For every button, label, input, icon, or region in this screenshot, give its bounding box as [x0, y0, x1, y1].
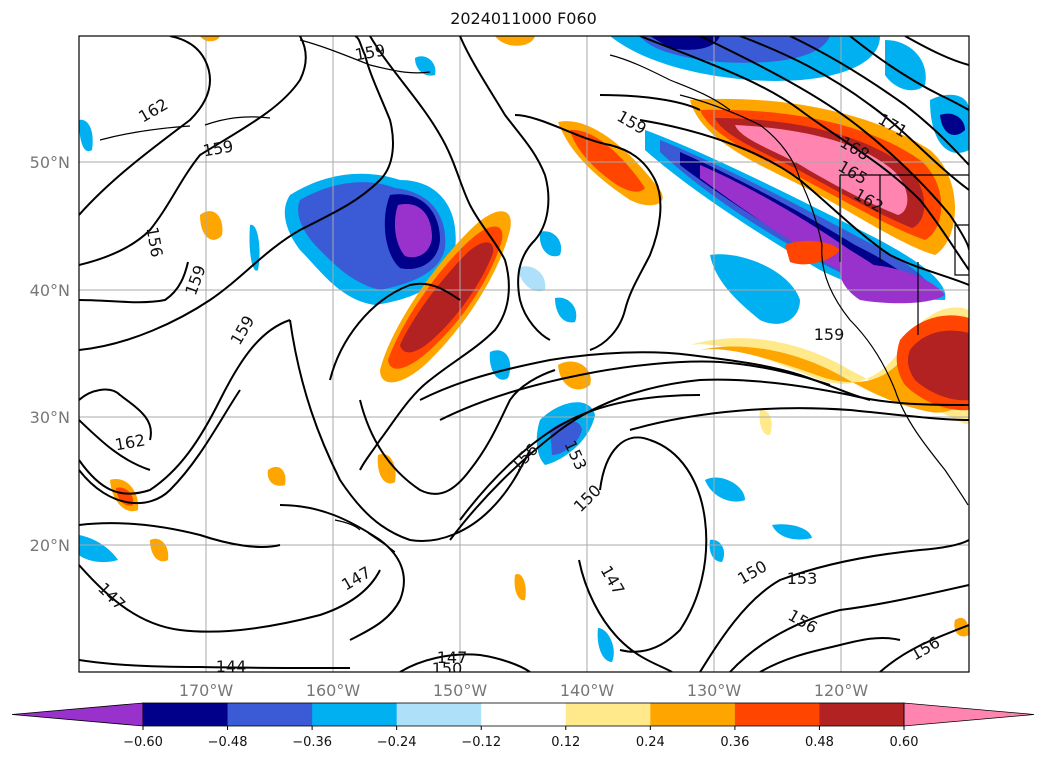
- colorbar-tick-label: −0.24: [377, 735, 417, 750]
- contour-label: 144: [216, 657, 247, 676]
- colorbar-tick-label: 0.48: [805, 735, 834, 750]
- colorbar-cell: [819, 703, 905, 726]
- colorbar-cell: [650, 703, 736, 726]
- lon-label-120w: 120°W: [814, 681, 869, 700]
- coastline: [99, 39, 969, 553]
- lon-labels: 170°W 160°W 150°W 140°W 130°W 120°W: [179, 681, 869, 700]
- colorbar-tick-label: −0.36: [292, 735, 332, 750]
- lat-label-50n: 50°N: [30, 153, 70, 172]
- lat-labels: 50°N 40°N 30°N 20°N: [30, 153, 70, 555]
- contour-label: 159: [814, 325, 845, 344]
- contour-label: 147: [437, 648, 468, 667]
- lon-label-140w: 140°W: [560, 681, 615, 700]
- lat-label-40n: 40°N: [30, 281, 70, 300]
- lon-label-170w: 170°W: [179, 681, 234, 700]
- lat-label-30n: 30°N: [30, 408, 70, 427]
- colorbar-cell: [143, 703, 229, 726]
- colorbar-tick-label: −0.12: [461, 735, 501, 750]
- height-contours: [79, 36, 969, 672]
- colorbar-cell: [396, 703, 482, 726]
- colorbar: −0.60 −0.48 −0.36 −0.24 −0.12 0.12 0.24 0.36 0.4…: [11, 702, 1035, 750]
- contour-label: 150: [432, 659, 463, 678]
- colorbar-extend-low: [11, 702, 144, 727]
- lon-label-160w: 160°W: [306, 681, 361, 700]
- graticule: [79, 36, 969, 672]
- colorbar-tick-label: 0.12: [551, 735, 580, 750]
- colorbar-cell: [565, 703, 651, 726]
- colorbar-extend-high: [903, 702, 1035, 727]
- colorbar-tick-label: 0.36: [720, 735, 749, 750]
- colorbar-tick-label: 0.60: [890, 735, 919, 750]
- lat-label-20n: 20°N: [30, 536, 70, 555]
- lon-label-150w: 150°W: [433, 681, 488, 700]
- colorbar-cell: [734, 703, 820, 726]
- colorbar-cell: [312, 703, 398, 726]
- colorbar-cell: [227, 703, 313, 726]
- contour-label: 153: [787, 569, 818, 588]
- colorbar-tick-label: −0.48: [208, 735, 248, 750]
- map-frame: [78, 35, 970, 673]
- lon-label-130w: 130°W: [687, 681, 742, 700]
- colorbar-tick-label: −0.60: [123, 735, 163, 750]
- map-title: 2024011000 F060: [450, 9, 597, 28]
- colorbar-tick-label: 0.24: [636, 735, 665, 750]
- colorbar-cell: [481, 703, 567, 726]
